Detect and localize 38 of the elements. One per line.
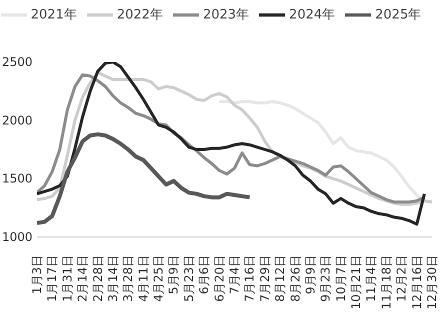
x-tick-label: 9月23日 <box>318 255 333 302</box>
x-tick-label: 2月28日 <box>90 255 105 302</box>
x-tick-label: 1月3日 <box>30 255 44 294</box>
legend-label: 2022年 <box>116 8 163 23</box>
line-series <box>37 62 426 226</box>
x-tick-label: 1月31日 <box>60 255 74 302</box>
y-tick-label: 1000 <box>2 230 33 244</box>
y-tick-label: 1500 <box>2 172 33 186</box>
x-tick-label: 6月20日 <box>212 255 226 302</box>
x-tick-label: 7月29日 <box>258 255 272 302</box>
x-tick-label: 4月25日 <box>152 255 166 302</box>
x-tick-label: 8月12日 <box>273 255 288 302</box>
x-tick-label: 10月21日 <box>349 255 364 310</box>
x-tick-label: 12月16日 <box>410 255 424 310</box>
y-tick-label: 2500 <box>2 55 33 69</box>
x-tick-label: 7月16日 <box>242 255 257 302</box>
x-tick-label: 5月9日 <box>166 255 181 294</box>
x-tick-label: 1月17日 <box>45 255 60 302</box>
x-tick-label: 9月9日 <box>303 255 318 294</box>
legend-label: 2024年 <box>289 8 336 23</box>
y-tick-label: 2000 <box>2 113 33 128</box>
x-tick-label: 2月14日 <box>76 255 90 302</box>
x-tick-label: 6月6日 <box>197 255 212 294</box>
x-tick-label: 12月2日 <box>394 255 409 302</box>
x-tick-label: 10月7日 <box>334 255 348 302</box>
x-tick-label: 11月4日 <box>364 255 378 302</box>
legend-label: 2025年 <box>375 8 422 23</box>
x-tick-label: 8月26日 <box>288 255 302 302</box>
x-tick-label: 3月28日 <box>121 255 136 302</box>
x-tick-label: 11月18日 <box>379 255 394 310</box>
legend-label: 2021年 <box>30 8 77 23</box>
legend-label: 2023年 <box>202 8 250 23</box>
line-series <box>37 132 252 225</box>
x-tick-label: 5月23日 <box>182 255 196 302</box>
x-tick-label: 4月11日 <box>136 255 150 302</box>
x-tick-label: 12月30日 <box>425 255 439 310</box>
x-tick-label: 7月4日 <box>228 255 242 294</box>
x-tick-label: 3月14日 <box>106 255 120 302</box>
